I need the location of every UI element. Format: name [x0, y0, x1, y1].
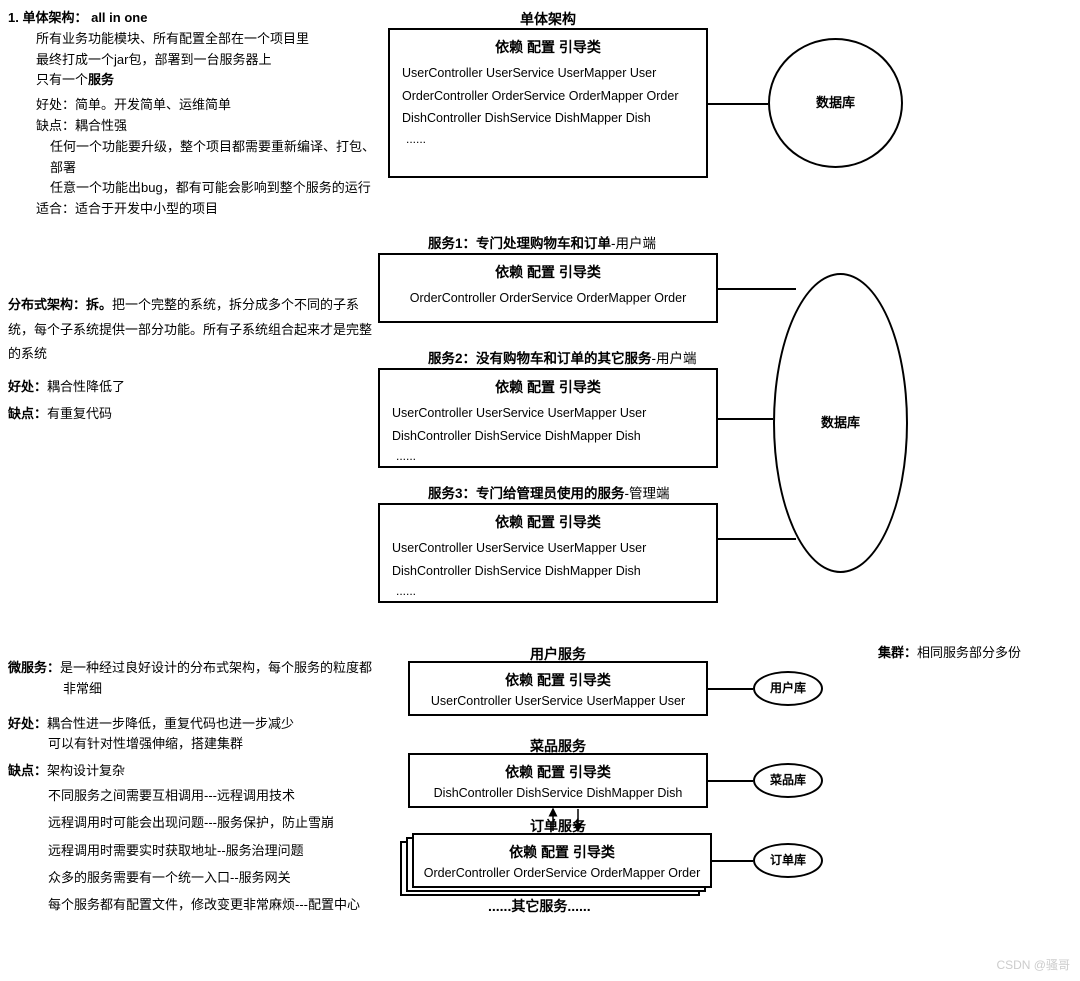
s3-user-box: 依赖 配置 引导类 UserController UserService Use… — [408, 661, 708, 716]
s3-dish-box: 依赖 配置 引导类 DishController DishService Dis… — [408, 753, 708, 808]
s2-title: 分布式架构：拆。把一个完整的系统，拆分成多个不同的子系统，每个子系统提供一部分功… — [8, 293, 378, 367]
s3-cluster: 集群：相同服务部分多份 — [878, 643, 1021, 664]
s1-box-line2: OrderController OrderService OrderMapper… — [402, 85, 694, 108]
s3-conn-order — [712, 860, 753, 862]
section-distributed: 分布式架构：拆。把一个完整的系统，拆分成多个不同的子系统，每个子系统提供一部分功… — [8, 233, 1072, 613]
s2-db-oval: 数据库 — [773, 273, 908, 573]
s1-box-sub: 依赖 配置 引导类 — [396, 36, 700, 58]
s1-fit: 适合：适合于开发中小型的项目 — [8, 199, 378, 220]
section1-text: 1. 单体架构： all in one 所有业务功能模块、所有配置全部在一个项目… — [8, 8, 378, 220]
s1-bad: 缺点：耦合性强 — [8, 116, 378, 137]
section-microservices: 微服务：是一种经过良好设计的分布式架构，每个服务的粒度都 非常细 好处：耦合性进… — [8, 643, 1072, 943]
s1-box-line3: DishController DishService DishMapper Di… — [402, 107, 694, 130]
s3-user-db: 用户库 — [753, 671, 823, 706]
section-monolith: 1. 单体架构： all in one 所有业务功能模块、所有配置全部在一个项目… — [8, 8, 1072, 203]
s1-bad-sub2: 任意一个功能出bug，都有可能会影响到整个服务的运行 — [8, 178, 378, 199]
s1-bad-sub1: 任何一个功能要升级，整个项目都需要重新编译、打包、部署 — [8, 137, 378, 179]
s1-connector — [708, 103, 768, 105]
s2-bad: 缺点：有重复代码 — [8, 404, 378, 425]
s3-order-box: 依赖 配置 引导类 OrderController OrderService O… — [412, 833, 712, 888]
s1-p2a: 最终打成一个jar包，部署到一台服务器上 — [8, 50, 378, 71]
s2-svc1-box: 依赖 配置 引导类 OrderController OrderService O… — [378, 253, 718, 323]
s2-svc3-label: 服务3：专门给管理员使用的服务-管理端 — [428, 483, 670, 505]
s2-svc3-box: 依赖 配置 引导类 UserController UserService Use… — [378, 503, 718, 603]
s3-conn-user — [708, 688, 753, 690]
s2-svc1-label: 服务1：专门处理购物车和订单-用户端 — [428, 233, 656, 255]
watermark: CSDN @骚哥 — [996, 956, 1070, 975]
s1-db-label: 数据库 — [816, 93, 855, 114]
s1-box-dots: ...... — [396, 130, 700, 149]
section2-text: 分布式架构：拆。把一个完整的系统，拆分成多个不同的子系统，每个子系统提供一部分功… — [8, 293, 378, 425]
section3-text: 微服务：是一种经过良好设计的分布式架构，每个服务的粒度都 非常细 好处：耦合性进… — [8, 658, 388, 918]
s1-p2b: 只有一个服务 — [8, 70, 378, 91]
s3-conn-dish — [708, 780, 753, 782]
s1-box-line1: UserController UserService UserMapper Us… — [402, 62, 694, 85]
s2-conn3 — [718, 538, 796, 540]
s2-conn2 — [718, 418, 773, 420]
s2-svc2-label: 服务2：没有购物车和订单的其它服务-用户端 — [428, 348, 697, 370]
s3-dish-db: 菜品库 — [753, 763, 823, 798]
s3-bad: 缺点：架构设计复杂 — [8, 761, 388, 782]
s2-db-label: 数据库 — [821, 413, 860, 434]
s3-good: 好处：耦合性进一步降低，重复代码也进一步减少 — [8, 714, 388, 735]
s3-other: ......其它服务...... — [488, 895, 591, 917]
s1-title: 1. 单体架构： all in one — [8, 8, 378, 29]
s2-good: 好处：耦合性降低了 — [8, 377, 378, 398]
s1-p1: 所有业务功能模块、所有配置全部在一个项目里 — [8, 29, 378, 50]
s3-title: 微服务：是一种经过良好设计的分布式架构，每个服务的粒度都 — [8, 658, 388, 679]
s1-good: 好处：简单。开发简单、运维简单 — [8, 95, 378, 116]
s1-box: 依赖 配置 引导类 UserController UserService Use… — [388, 28, 708, 178]
s2-conn1 — [718, 288, 796, 290]
s2-svc2-box: 依赖 配置 引导类 UserController UserService Use… — [378, 368, 718, 468]
s1-db-oval: 数据库 — [768, 38, 903, 168]
s3-order-db: 订单库 — [753, 843, 823, 878]
